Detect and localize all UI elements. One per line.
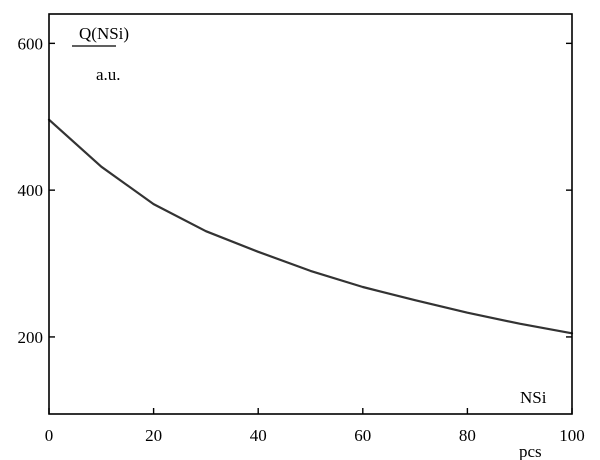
y-label-denominator: a.u. [96,65,121,84]
plot-frame [48,13,573,415]
y-label-numerator: Q(NSi) [79,24,129,43]
ticks-layer [48,42,573,414]
x-tick-label: 40 [250,426,267,445]
x-tick-labels: 0 20 40 60 80 100 [45,426,585,445]
y-tick-label: 400 [18,181,44,200]
x-axis-label: NSi [520,388,547,407]
series-line [47,118,574,335]
x-axis-unit: pcs [519,442,542,460]
y-tick-label: 600 [18,34,44,53]
x-tick-label: 80 [459,426,476,445]
y-tick-label: 200 [18,328,44,347]
x-tick-label: 20 [145,426,162,445]
x-tick-label: 60 [354,426,371,445]
x-tick-label: 0 [45,426,54,445]
y-tick-labels: 200 400 600 [18,34,44,347]
x-tick-label: 100 [559,426,585,445]
